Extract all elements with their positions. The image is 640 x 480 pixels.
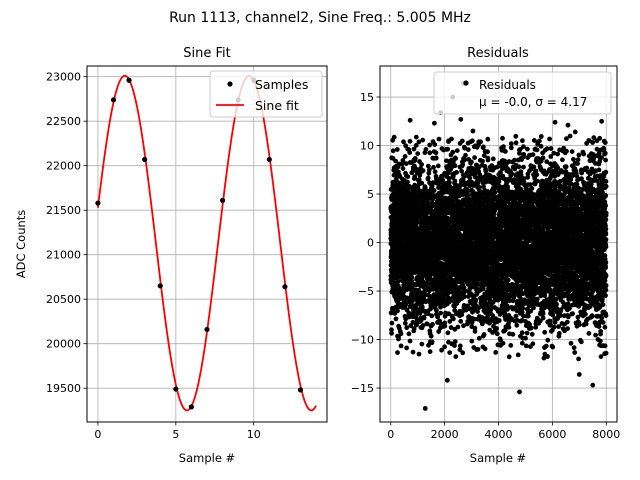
legend-residuals-stats: μ = -0.0, σ = 4.17 <box>479 95 587 109</box>
residuals-xtick-label: 6000 <box>538 428 566 441</box>
residual-outlier-point <box>599 118 605 124</box>
residuals-xlabel: Sample # <box>470 451 526 465</box>
sine-fit-ytick-label: 22000 <box>46 160 81 173</box>
sample-point <box>142 156 148 163</box>
residual-outlier-point <box>565 122 571 128</box>
sine-fit-xtick-label: 5 <box>172 428 179 441</box>
sine-fit-grid <box>87 66 327 422</box>
residual-outlier-point <box>590 382 596 388</box>
sample-point <box>266 156 272 163</box>
residual-outlier-point <box>444 377 450 383</box>
residual-outlier-point <box>422 406 428 411</box>
sine-fit-title: Sine Fit <box>183 46 230 61</box>
sine-fit-ytick-label: 23000 <box>46 71 81 84</box>
residuals-ytick-label: 5 <box>367 188 374 201</box>
residual-outlier-point <box>432 120 437 126</box>
sample-point <box>204 326 210 333</box>
legend-sine-fit-label: Sine fit <box>255 98 299 113</box>
residuals-axes: Residuals 0 2000 4000 6000 8000 −15 −10 −5 0 5 10 1… <box>351 46 620 465</box>
sine-fit-ytick-label: 20500 <box>46 293 81 306</box>
legend-residuals-label: Residuals <box>479 78 536 92</box>
sine-fit-xtick-label: 10 <box>247 428 261 441</box>
sample-point <box>157 283 163 289</box>
figure-suptitle: Run 1113, channel2, Sine Freq.: 5.005 MH… <box>169 10 471 26</box>
residual-points <box>388 133 609 362</box>
sample-point <box>188 404 195 410</box>
residuals-xtick-label: 2000 <box>431 428 459 441</box>
residual-outlier-point <box>517 389 522 395</box>
residual-outlier-point <box>572 129 578 135</box>
sample-point <box>110 97 117 103</box>
sample-point <box>219 197 226 203</box>
residuals-xtick-label: 0 <box>387 428 394 441</box>
residual-outlier-point <box>470 128 476 134</box>
residuals-legend-box <box>433 71 612 115</box>
residuals-ytick-label: 0 <box>367 237 374 250</box>
sine-fit-ytick-label: 20000 <box>46 338 81 351</box>
residuals-ytick-label: −15 <box>351 382 374 395</box>
residual-outlier-point <box>552 119 558 125</box>
residuals-ytick-label: 15 <box>360 91 374 104</box>
residuals-legend: Residuals μ = -0.0, σ = 4.17 <box>433 71 612 115</box>
sine-fit-xtick-label: 0 <box>94 428 101 441</box>
residuals-title: Residuals <box>467 46 529 61</box>
residual-outlier-point <box>458 116 464 122</box>
sine-fit-ylabel: ADC Counts <box>14 210 28 279</box>
sine-fit-axes: Sine Fit 0 5 10 19500 20000 20500 21000 21500 22… <box>14 46 328 465</box>
sine-fit-ytick-label: 21000 <box>46 249 81 262</box>
sample-point <box>173 386 179 392</box>
sine-fit-ticks: 0 5 10 19500 20000 20500 21000 21500 22000 22500 2… <box>46 71 261 441</box>
legend-samples-marker <box>227 81 233 87</box>
legend-samples-label: Samples <box>255 77 308 92</box>
legend-residuals-marker <box>463 80 469 86</box>
residuals-ytick-label: 10 <box>360 140 374 153</box>
sample-point <box>126 77 132 83</box>
sine-fit-plot-area <box>95 74 317 412</box>
sine-fit-legend: Samples Sine fit <box>209 70 323 118</box>
residual-outlier-point <box>576 372 582 377</box>
sine-fit-ytick-label: 21500 <box>46 204 81 217</box>
residual-outlier-point <box>407 117 413 123</box>
sine-fit-ytick-label: 19500 <box>46 382 81 395</box>
residuals-ticks: 0 2000 4000 6000 8000 −15 −10 −5 0 5 10 15 <box>351 91 620 441</box>
sine-fit-xlabel: Sample # <box>179 451 235 465</box>
residuals-ytick-label: −10 <box>351 334 374 347</box>
sample-point <box>282 284 288 290</box>
residuals-xtick-label: 8000 <box>592 428 620 441</box>
residuals-xtick-label: 4000 <box>485 428 513 441</box>
sine-fit-ytick-label: 22500 <box>46 115 81 128</box>
residuals-ytick-label: −5 <box>358 285 374 298</box>
sample-point <box>297 387 304 393</box>
sine-fit-frame <box>86 65 328 423</box>
sample-point <box>95 200 101 206</box>
